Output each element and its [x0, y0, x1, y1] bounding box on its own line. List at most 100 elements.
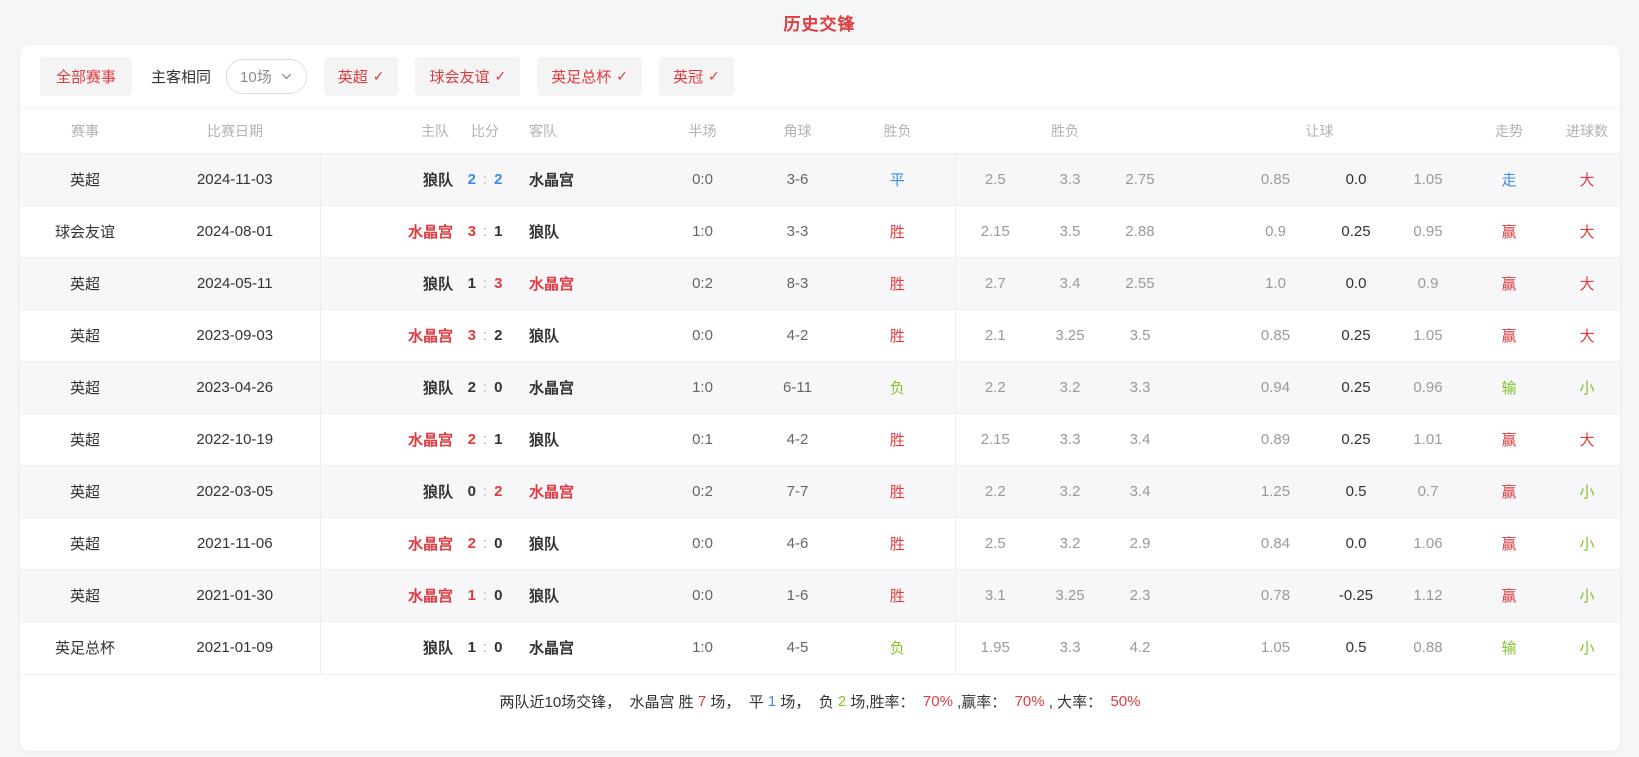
home-team-cell: 水晶宫 — [320, 414, 455, 466]
check-icon: ✓ — [616, 67, 628, 84]
league-filter-chip[interactable]: 英超 ✓ — [323, 56, 399, 96]
home-score: 1 — [467, 275, 476, 292]
league-filter-label: 球会友谊 — [429, 68, 490, 86]
result-value: 胜 — [889, 536, 905, 553]
date-cell: 2021-01-30 — [150, 569, 321, 622]
odds-draw-cell: 3.2 — [1059, 379, 1081, 396]
away-team-name: 狼队 — [529, 432, 560, 449]
league-cell: 英超 — [69, 432, 100, 449]
col-header-away: 客队 — [515, 107, 650, 154]
odds-lose-cell: 2.9 — [1129, 535, 1151, 552]
halftime-cell: 1:0 — [692, 379, 713, 396]
away-team-name: 水晶宫 — [529, 484, 575, 501]
summary-segment: 场， 平 — [706, 694, 768, 711]
date-cell: 2021-01-09 — [150, 621, 321, 674]
summary-segment: 7 — [697, 693, 707, 710]
odds-win-cell: 2.15 — [980, 223, 1010, 240]
trend-value: 赢 — [1501, 224, 1517, 241]
goals-value: 大 — [1579, 224, 1595, 241]
summary-segment: 2 — [837, 693, 847, 710]
halftime-cell: 0:0 — [692, 327, 713, 344]
handicap-home-cell: 0.9 — [1265, 223, 1286, 240]
corner-cell: 8-3 — [786, 275, 809, 292]
away-team-name: 狼队 — [529, 224, 560, 241]
date-cell: 2023-09-03 — [150, 309, 321, 362]
odds-win-cell: 2.2 — [984, 483, 1006, 500]
league-filter-label: 英足总杯 — [551, 68, 612, 86]
away-team-cell: 水晶宫 — [515, 466, 650, 518]
away-score: 0 — [494, 587, 503, 604]
trend-value: 输 — [1501, 380, 1517, 397]
table-row: 英超 2021-11-06 水晶宫 2:0 狼队 0:0 4-6 胜 2.5 3… — [20, 517, 1620, 570]
score-colon: : — [482, 171, 488, 188]
corner-cell: 4-6 — [786, 535, 809, 552]
match-count-dropdown[interactable]: 10场 — [226, 58, 307, 94]
goals-value: 大 — [1579, 328, 1595, 345]
result-value: 胜 — [889, 276, 905, 293]
handicap-away-cell: 0.95 — [1413, 223, 1443, 240]
odds-lose-cell: 3.4 — [1129, 431, 1151, 448]
handicap-line-cell: 0.25 — [1341, 431, 1371, 448]
league-filter-chip[interactable]: 英足总杯 ✓ — [537, 56, 642, 96]
league-filter-chip[interactable]: 球会友谊 ✓ — [415, 56, 521, 96]
filter-bar: 全部赛事 主客相同 10场 英超 ✓ 球会友谊 ✓ 英足总杯 ✓ 英冠 ✓ — [20, 45, 1620, 107]
handicap-away-cell: 1.05 — [1413, 171, 1443, 188]
score-colon: : — [482, 379, 488, 396]
home-team-name: 狼队 — [422, 484, 453, 501]
league-filter-chip[interactable]: 英冠 ✓ — [658, 56, 734, 96]
away-team-cell: 水晶宫 — [515, 154, 650, 206]
result-cell: 胜 — [840, 465, 956, 518]
corner-cell: 3-6 — [786, 171, 809, 188]
away-team-name: 水晶宫 — [529, 172, 575, 189]
col-header-league: 赛事 — [20, 107, 150, 154]
home-team-name: 狼队 — [422, 276, 453, 293]
score-colon: : — [482, 535, 488, 552]
handicap-home-cell: 1.0 — [1265, 275, 1286, 292]
home-away-same-button[interactable]: 主客相同 — [149, 57, 213, 96]
trend-cell: 赢 — [1464, 206, 1554, 258]
table-row: 英超 2023-09-03 水晶宫 3:2 狼队 0:0 4-2 胜 2.1 3… — [20, 309, 1620, 362]
league-cell: 英超 — [69, 588, 100, 605]
handicap-home-cell: 0.85 — [1260, 171, 1291, 188]
corner-cell: 4-2 — [786, 431, 809, 448]
check-icon: ✓ — [494, 67, 507, 84]
score-colon: : — [482, 223, 488, 240]
col-header-date: 比赛日期 — [150, 107, 320, 154]
away-score: 2 — [494, 483, 503, 500]
all-events-button[interactable]: 全部赛事 — [40, 56, 133, 96]
goals-value: 大 — [1579, 432, 1595, 449]
away-team-name: 狼队 — [529, 536, 560, 553]
home-team-cell: 狼队 — [320, 154, 455, 206]
score-colon: : — [482, 639, 488, 657]
goals-cell: 大 — [1554, 154, 1620, 206]
trend-value: 赢 — [1501, 328, 1517, 345]
col-header-odds: 胜负 — [955, 107, 1176, 154]
result-cell: 胜 — [840, 257, 956, 310]
home-team-cell: 狼队 — [320, 622, 455, 674]
summary-segment: 场,胜率： — [846, 694, 923, 711]
result-value: 胜 — [889, 484, 905, 501]
away-team-cell: 水晶宫 — [515, 622, 650, 674]
goals-value: 小 — [1579, 588, 1595, 605]
goals-cell: 小 — [1554, 466, 1620, 518]
result-value: 平 — [889, 172, 905, 189]
col-header-result: 胜负 — [840, 107, 955, 154]
away-team-name: 水晶宫 — [529, 380, 575, 397]
away-team-cell: 水晶宫 — [515, 258, 650, 310]
trend-cell: 输 — [1464, 622, 1554, 674]
away-team-cell: 狼队 — [515, 518, 650, 570]
handicap-away-cell: 1.06 — [1413, 535, 1443, 552]
result-value: 负 — [889, 380, 905, 397]
away-team-cell: 水晶宫 — [515, 362, 650, 414]
home-team-name: 狼队 — [422, 172, 453, 189]
halftime-cell: 0:1 — [692, 431, 713, 448]
home-team-name: 水晶宫 — [407, 536, 453, 553]
summary-segment: 1 — [767, 693, 777, 710]
home-team-name: 水晶宫 — [407, 588, 453, 605]
halftime-cell: 0:0 — [692, 587, 713, 604]
away-team-name: 狼队 — [529, 328, 560, 345]
date-cell: 2022-10-19 — [150, 413, 321, 466]
halftime-cell: 1:0 — [692, 223, 713, 240]
odds-lose-cell: 4.2 — [1129, 639, 1151, 657]
